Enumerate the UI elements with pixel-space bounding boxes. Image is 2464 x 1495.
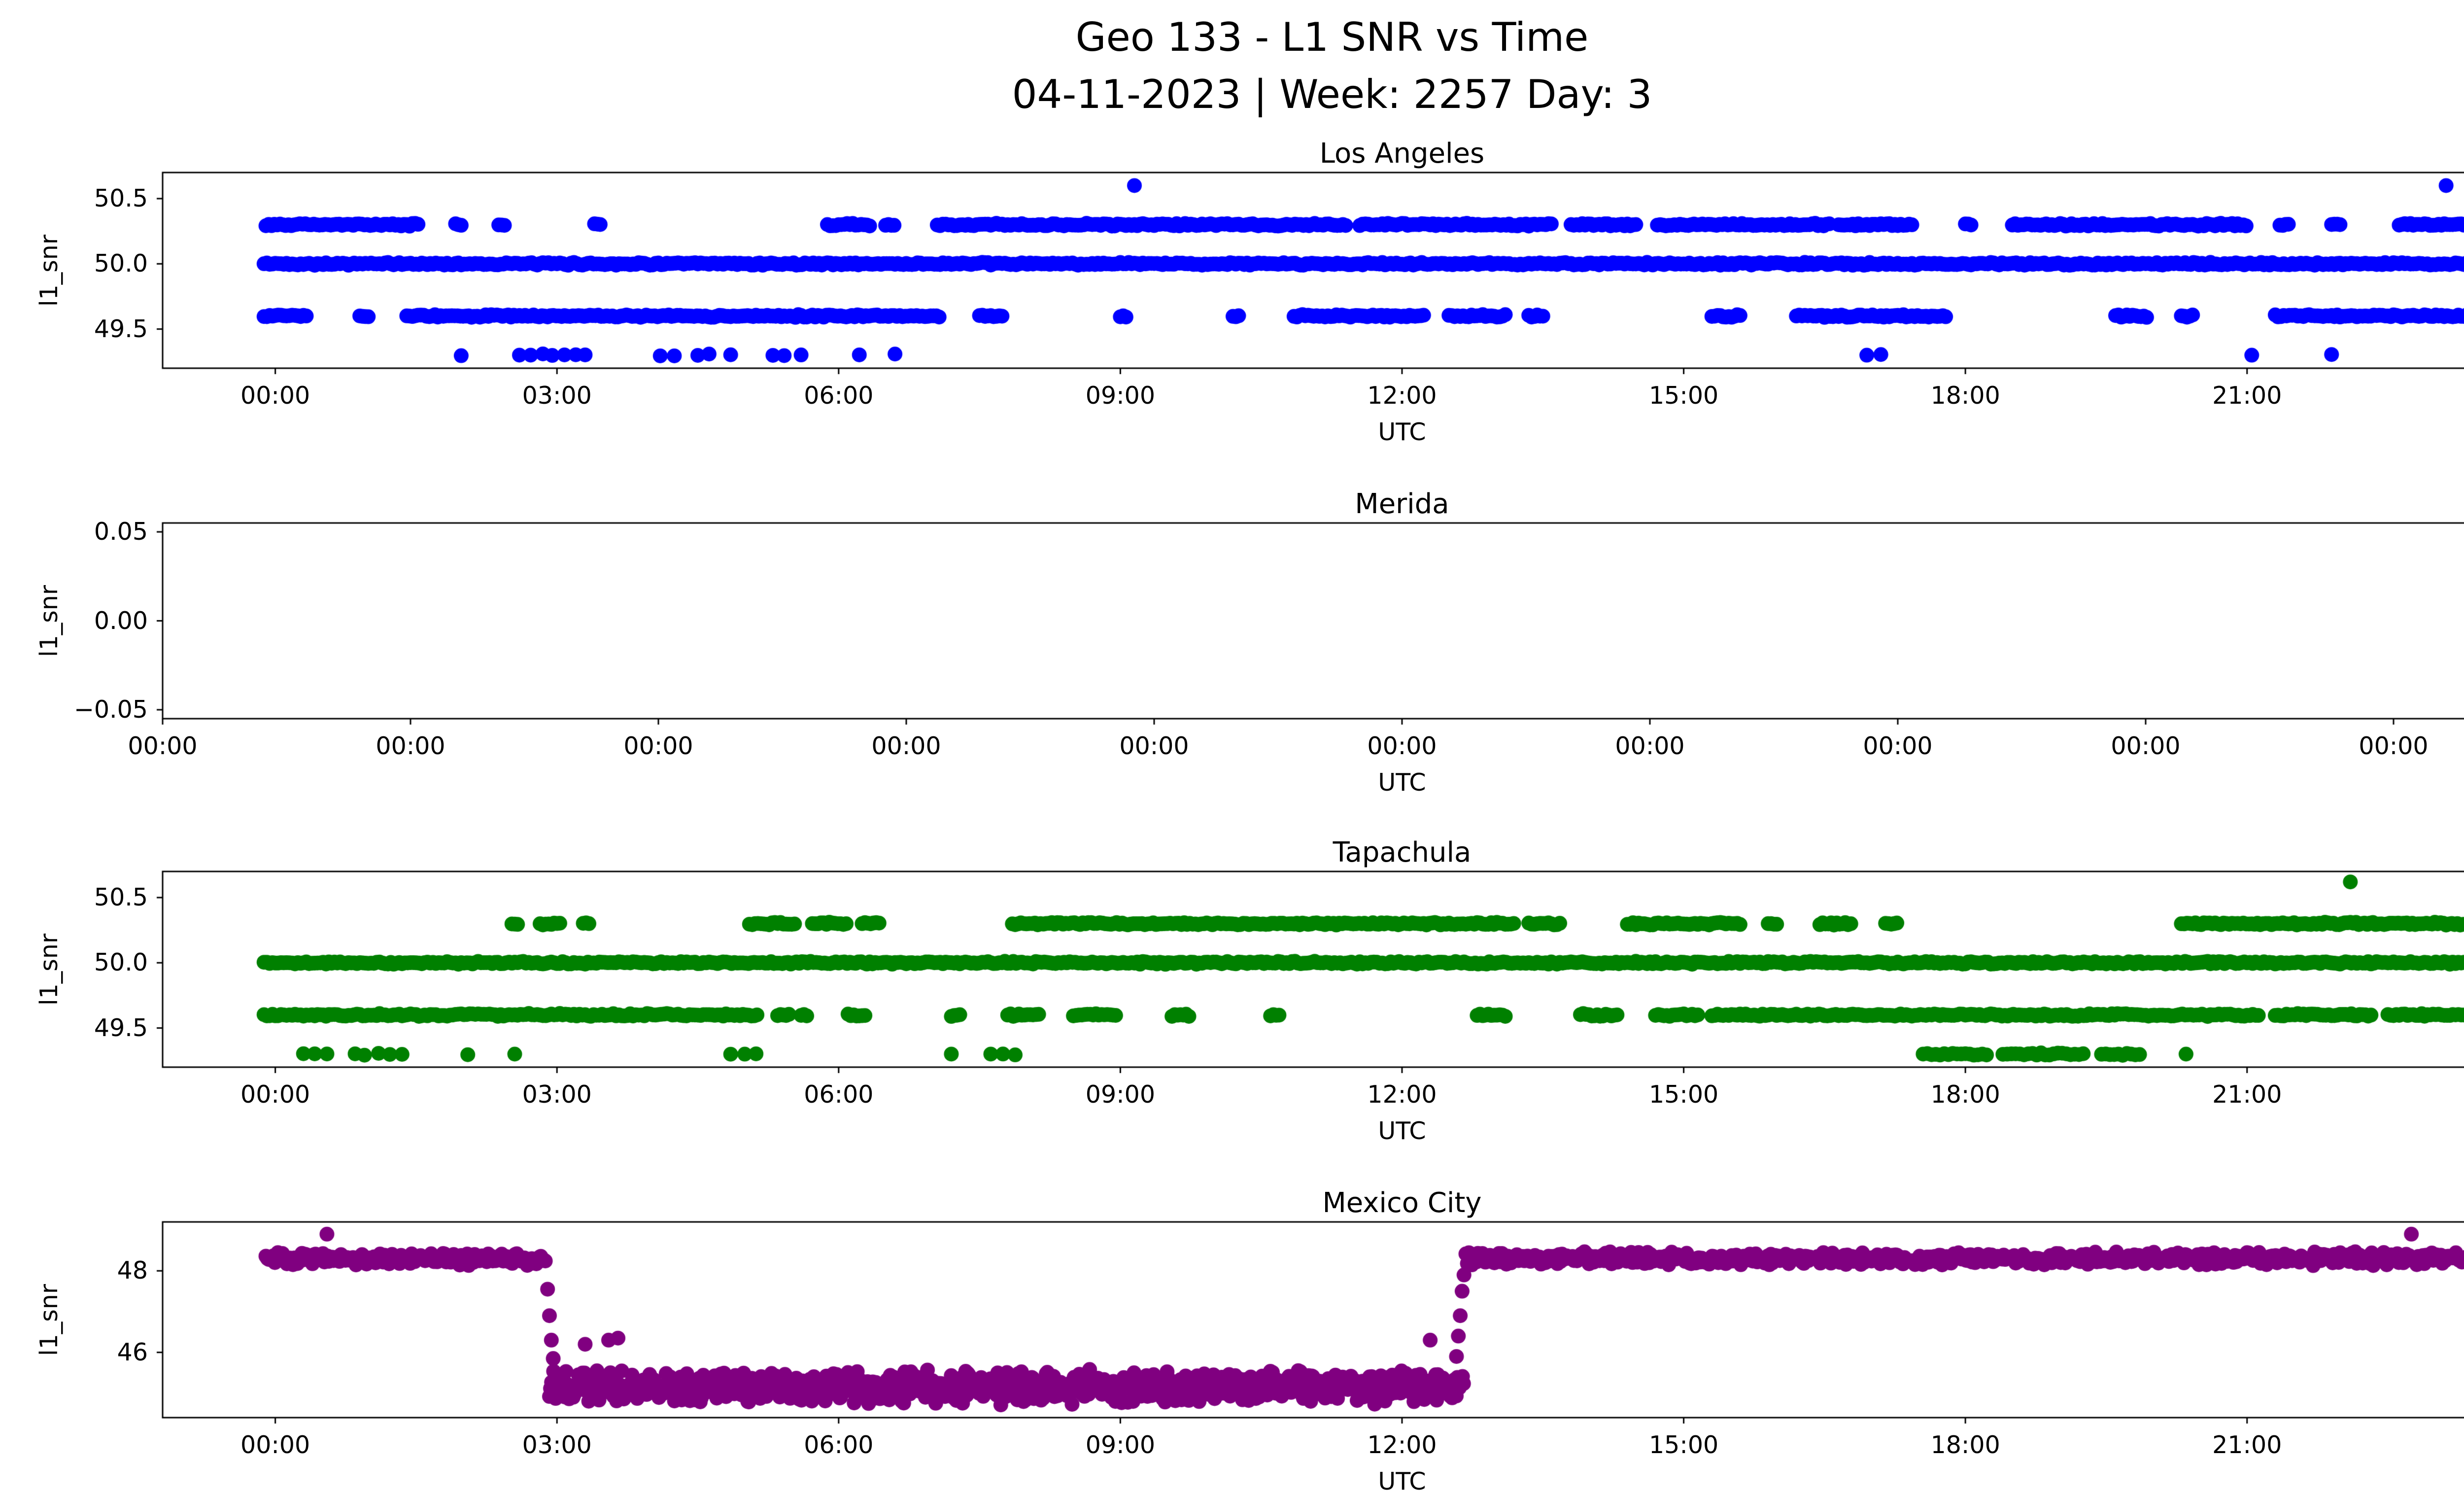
- plot-area: [150, 511, 2464, 731]
- x-tick-label: 00:00: [240, 1431, 310, 1459]
- x-tick-label: 06:00: [804, 1080, 874, 1109]
- x-tick-label: 21:00: [2212, 1080, 2282, 1109]
- x-tick-label: 00:00: [1863, 732, 1933, 760]
- x-axis-label: UTC: [1378, 1467, 1426, 1495]
- y-tick-label: 49.5: [94, 314, 148, 343]
- x-tick-label: 21:00: [2212, 1431, 2282, 1459]
- figure-title-line1: Geo 133 - L1 SNR vs Time: [1075, 14, 1589, 60]
- y-tick-label: 46: [117, 1338, 148, 1366]
- x-axis-label: UTC: [1378, 768, 1426, 797]
- x-tick-label: 00:00: [2111, 732, 2181, 760]
- x-tick-label: 12:00: [1367, 1080, 1437, 1109]
- plot-area: [150, 859, 2464, 1079]
- x-tick-label: 12:00: [1367, 382, 1437, 410]
- x-tick-label: 00:00: [871, 732, 941, 760]
- x-tick-label: 03:00: [522, 382, 592, 410]
- x-tick-label: 00:00: [2430, 1080, 2464, 1110]
- x-tick-label: 15:00: [1648, 1431, 1719, 1459]
- plot-area: [150, 1210, 2464, 1430]
- x-tick-label: 00:00: [376, 732, 445, 760]
- x-tick-label: 00:00: [2430, 1430, 2464, 1460]
- x-tick-label: 00:00: [2430, 381, 2464, 411]
- y-tick-label: 50.5: [94, 184, 148, 212]
- x-tick-label: 00:00: [128, 732, 198, 760]
- x-tick-label: 09:00: [1085, 1431, 1156, 1459]
- x-axis-label: UTC: [1378, 1117, 1426, 1145]
- x-tick-label: 18:00: [1930, 1431, 2000, 1459]
- x-tick-label: 03:00: [522, 1431, 592, 1459]
- x-tick-label: 21:00: [2212, 382, 2282, 410]
- plot-area: [150, 160, 2464, 381]
- x-tick-label: 00:00: [240, 382, 310, 410]
- y-tick-label: 49.5: [94, 1013, 148, 1042]
- x-tick-label: 12:00: [1367, 1431, 1437, 1459]
- x-tick-label: 00:00: [2359, 732, 2429, 760]
- x-tick-label: 09:00: [1085, 382, 1156, 410]
- y-tick-label: −0.05: [73, 695, 148, 724]
- x-tick-label: 00:00: [1119, 732, 1189, 760]
- x-tick-label: 06:00: [804, 382, 874, 410]
- x-tick-label: 06:00: [804, 1431, 874, 1459]
- x-axis-label: UTC: [1378, 418, 1426, 446]
- x-tick-label: 18:00: [1930, 382, 2000, 410]
- x-tick-label: 15:00: [1648, 1080, 1719, 1109]
- x-tick-label: 00:00: [240, 1080, 310, 1109]
- x-tick-label: 00:00: [623, 732, 693, 760]
- y-tick-label: 0.00: [94, 606, 148, 635]
- y-tick-label: 50.5: [94, 883, 148, 911]
- figure-title: Geo 133 - L1 SNR vs Time 04-11-2023 | We…: [0, 9, 2464, 123]
- x-tick-label: 03:00: [522, 1080, 592, 1109]
- y-tick-label: 48: [117, 1256, 148, 1285]
- y-tick-label: 0.05: [94, 518, 148, 546]
- x-tick-label: 18:00: [1930, 1080, 2000, 1109]
- x-tick-label: 00:00: [1615, 732, 1685, 760]
- y-tick-label: 50.0: [94, 249, 148, 278]
- x-tick-label: 09:00: [1085, 1080, 1156, 1109]
- x-tick-label: 00:00: [1367, 732, 1437, 760]
- y-axis-label: l1_snr: [35, 1284, 63, 1356]
- figure-title-line2: 04-11-2023 | Week: 2257 Day: 3: [1012, 71, 1652, 117]
- x-tick-label: 15:00: [1648, 382, 1719, 410]
- y-tick-label: 50.0: [94, 948, 148, 977]
